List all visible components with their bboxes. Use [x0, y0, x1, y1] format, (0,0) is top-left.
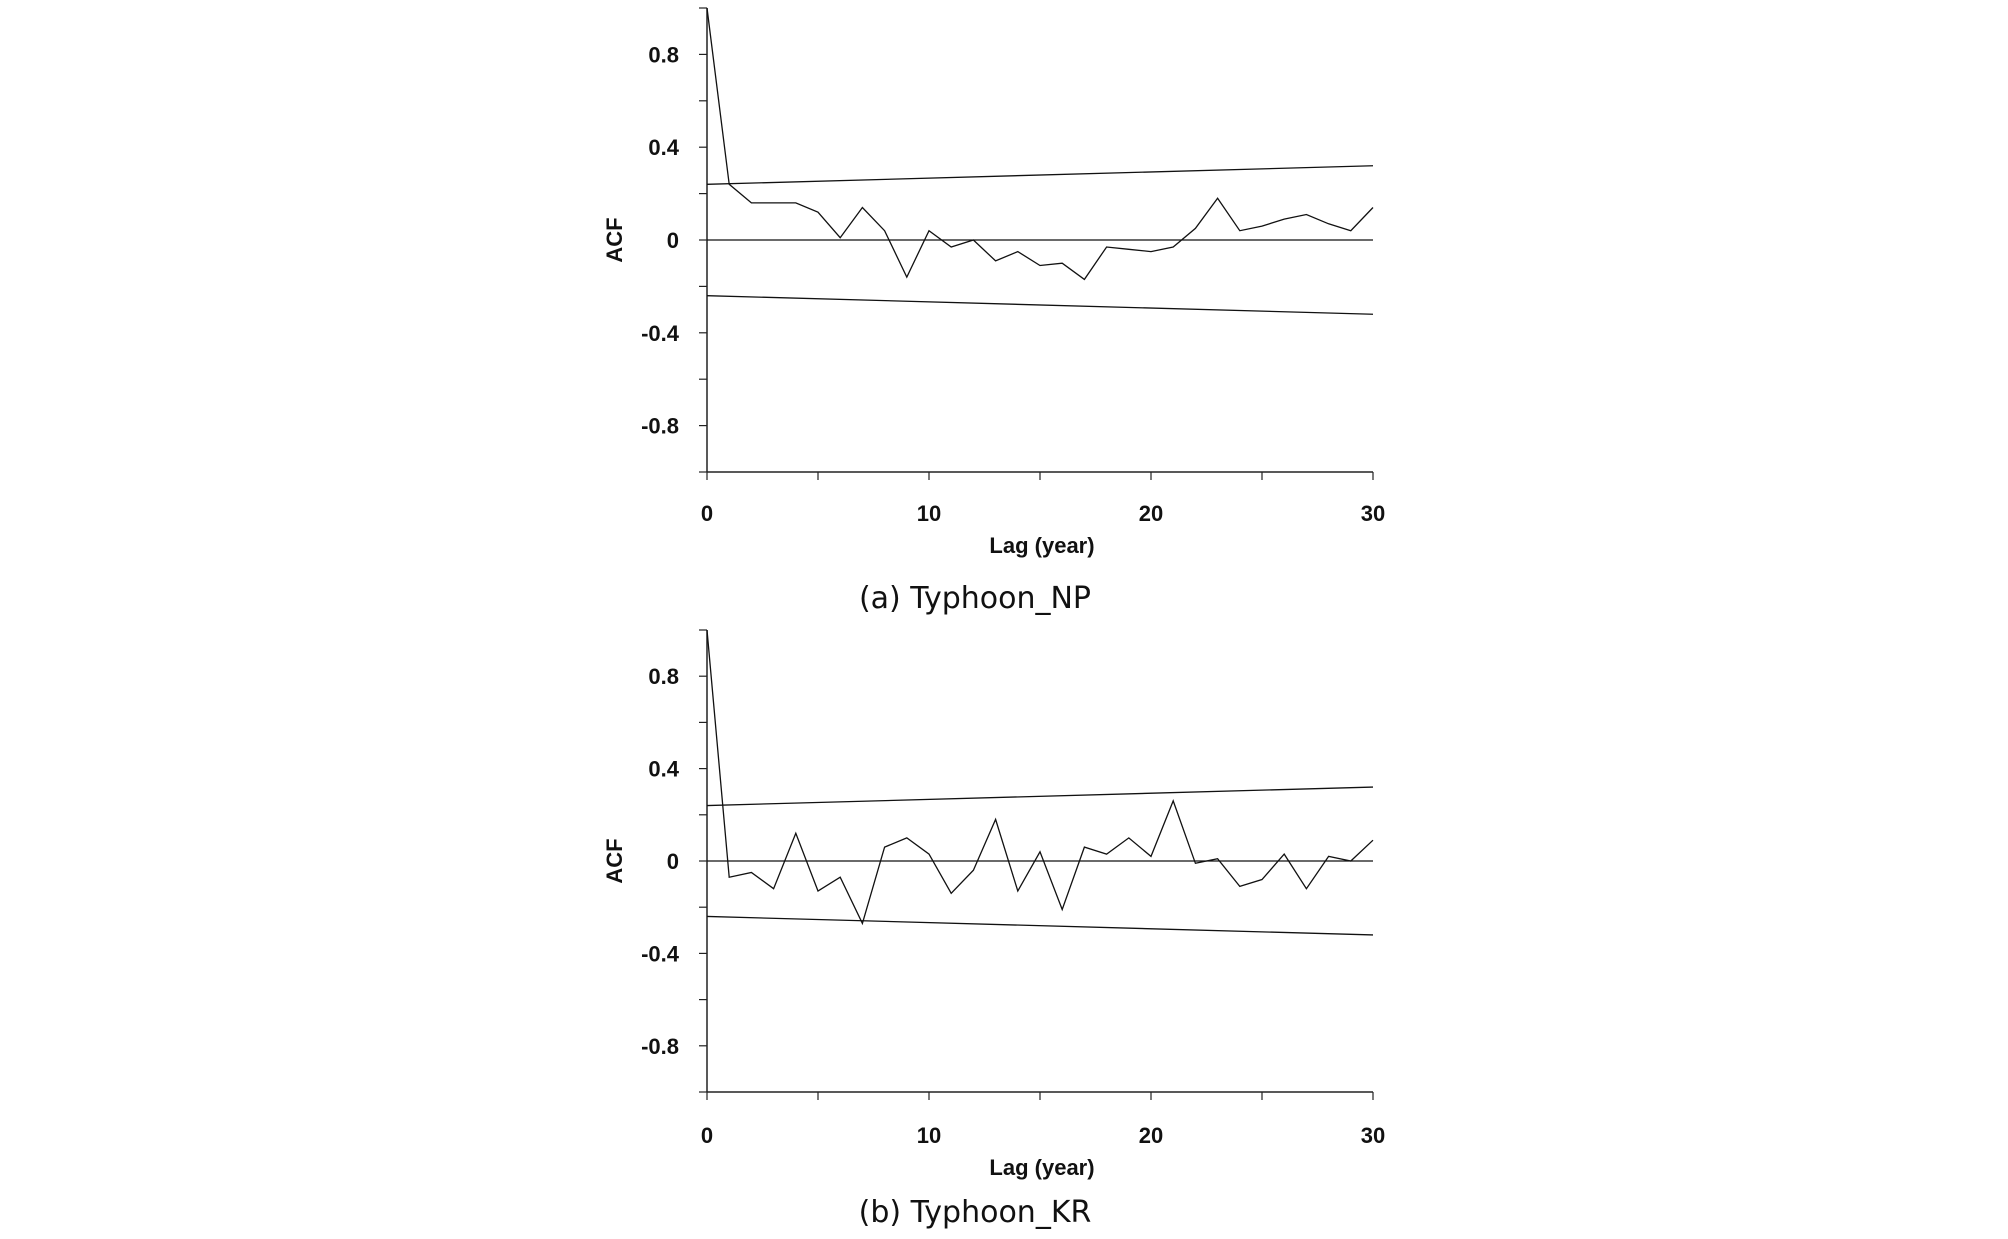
x-tick-label: 10: [917, 1123, 941, 1148]
x-tick-label: 0: [701, 1123, 713, 1148]
y-tick-label: 0.8: [648, 42, 679, 67]
y-tick-label: -0.4: [641, 321, 680, 346]
x-tick-label: 0: [701, 501, 713, 526]
panel-caption: (b) Typhoon_KR: [859, 1195, 1092, 1230]
y-tick-label: 0: [667, 849, 679, 874]
y-tick-label: 0.4: [648, 135, 679, 160]
x-tick-label: 30: [1361, 501, 1385, 526]
x-tick-label: 30: [1361, 1123, 1385, 1148]
upper-confidence-line: [706, 165, 1374, 185]
y-axis-title: ACF: [602, 838, 627, 883]
y-tick-label: -0.8: [641, 414, 679, 439]
x-tick-label: 20: [1139, 1123, 1163, 1148]
y-tick-label: 0.4: [648, 757, 679, 782]
x-tick-label: 20: [1139, 501, 1163, 526]
acf-panel-typhoon-np: 0.8 0.4 0 -0.4 -0.8 0 10 20 30 Lag (year) ACF (a) T…: [602, 7, 1385, 616]
lower-confidence-line: [706, 295, 1374, 315]
y-tick-label: -0.8: [641, 1034, 679, 1059]
panel-caption: (a) Typhoon_NP: [859, 581, 1091, 616]
acf-panel-typhoon-kr: 0.8 0.4 0 -0.4 -0.8 0 10 20 30 Lag (year) ACF (b) T…: [602, 629, 1385, 1230]
acf-series-line: [706, 7, 1374, 281]
upper-confidence-line: [706, 786, 1374, 807]
x-axis-title: Lag (year): [989, 533, 1094, 558]
y-tick-label: -0.4: [641, 941, 680, 966]
y-tick-label: 0: [667, 228, 679, 253]
y-axis-title: ACF: [602, 217, 627, 262]
x-axis-title: Lag (year): [989, 1155, 1094, 1180]
acf-series-line: [706, 629, 1374, 926]
y-tick-label: 0.8: [648, 664, 679, 689]
x-tick-label: 10: [917, 501, 941, 526]
lower-confidence-line: [706, 915, 1374, 936]
